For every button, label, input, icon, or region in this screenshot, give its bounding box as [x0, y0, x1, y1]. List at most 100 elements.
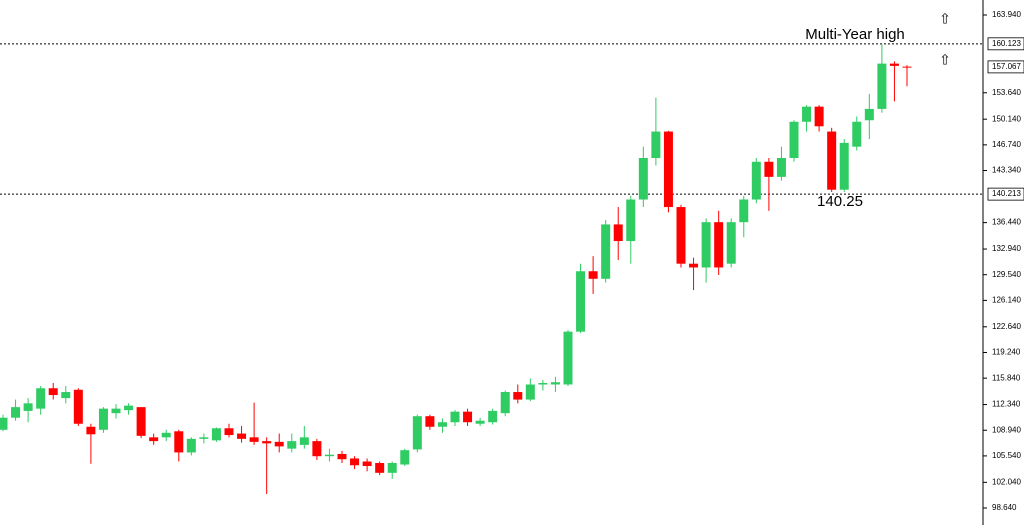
- candle-body: [538, 382, 548, 385]
- candle-body: [249, 437, 259, 442]
- candle-body: [751, 161, 761, 200]
- candle-body: [488, 410, 498, 423]
- candle-body: [663, 131, 673, 208]
- candle-body: [299, 437, 309, 445]
- candle-body: [463, 411, 473, 423]
- candle-body: [0, 417, 8, 430]
- annotation: Multi-Year high: [805, 26, 905, 43]
- candle-body: [425, 416, 435, 427]
- candle-body: [613, 224, 623, 242]
- candle-body: [412, 416, 422, 450]
- candle-body: [312, 441, 322, 457]
- level-label: 140.213: [992, 189, 1021, 198]
- candle-body: [124, 405, 134, 411]
- annotation: 140.25: [817, 193, 863, 210]
- candle-body: [73, 389, 83, 424]
- candle-body: [563, 331, 573, 385]
- candle-body: [274, 441, 284, 447]
- y-tick-label: 132.940: [992, 244, 1021, 253]
- candle-body: [337, 453, 347, 460]
- candle-body: [324, 454, 334, 457]
- y-tick-label: 126.140: [992, 295, 1021, 304]
- candle-body: [287, 441, 297, 449]
- candle-body: [262, 441, 272, 444]
- candle-body: [513, 392, 523, 400]
- candle-body: [638, 157, 648, 200]
- level-label: 160.123: [992, 39, 1021, 48]
- candle-body: [224, 428, 234, 436]
- candle-body: [739, 199, 749, 223]
- candle-body: [776, 157, 786, 177]
- candle-body: [864, 108, 874, 121]
- candle-body: [387, 463, 397, 473]
- candle-body: [450, 411, 460, 423]
- candle-body: [764, 161, 774, 177]
- candle-body: [626, 199, 636, 242]
- candle-body: [11, 407, 21, 418]
- candle-body: [23, 403, 33, 411]
- candle-body: [839, 142, 849, 190]
- candle-body: [36, 388, 46, 409]
- candle-body: [902, 66, 912, 68]
- candle-body: [362, 461, 372, 467]
- candle-body: [174, 431, 184, 453]
- y-tick-label: 146.740: [992, 140, 1021, 149]
- candle-body: [588, 271, 598, 279]
- candle-body: [61, 392, 71, 399]
- candle-body: [400, 450, 410, 465]
- candle-body: [375, 463, 385, 473]
- y-tick-label: 143.340: [992, 166, 1021, 175]
- candle-body: [889, 63, 899, 66]
- level-box: [987, 37, 1024, 51]
- candle-body: [149, 437, 159, 442]
- candle-body: [48, 388, 58, 396]
- candle-body: [576, 271, 586, 332]
- candle-body: [475, 420, 485, 424]
- candle-body: [525, 384, 535, 400]
- candle-body: [199, 437, 209, 439]
- candle-body: [726, 222, 736, 264]
- candle-body: [500, 392, 510, 414]
- y-tick-label: 102.040: [992, 477, 1021, 486]
- y-tick-label: 119.240: [992, 348, 1021, 357]
- arrow-icon: ⇧: [939, 11, 951, 27]
- candle-body: [98, 408, 108, 430]
- candle-body: [86, 426, 96, 435]
- y-tick-label: 153.640: [992, 88, 1021, 97]
- candle-body: [651, 131, 661, 158]
- candle-body: [852, 121, 862, 147]
- candle-body: [714, 222, 724, 268]
- candle-body: [814, 106, 824, 127]
- candle-body: [689, 263, 699, 268]
- y-tick-label: 122.640: [992, 322, 1021, 331]
- candle-body: [877, 63, 887, 109]
- level-box: [987, 187, 1024, 201]
- y-tick-label: 163.940: [992, 10, 1021, 19]
- candle-body: [789, 121, 799, 158]
- candle-body: [701, 222, 711, 268]
- candle-body: [350, 458, 360, 466]
- y-tick-label: 115.840: [992, 373, 1021, 382]
- level-box: [987, 60, 1024, 74]
- candle-body: [676, 207, 686, 264]
- y-tick-label: 112.340: [992, 400, 1021, 409]
- y-tick-label: 108.940: [992, 425, 1021, 434]
- candle-body: [111, 408, 121, 414]
- candle-body: [161, 432, 171, 438]
- candle-body: [550, 382, 560, 385]
- y-tick-label: 136.440: [992, 218, 1021, 227]
- candle-body: [802, 106, 812, 122]
- y-tick-label: 129.540: [992, 270, 1021, 279]
- arrow-icon: ⇧: [939, 52, 951, 68]
- candle-body: [237, 433, 247, 439]
- y-tick-label: 105.540: [992, 451, 1021, 460]
- candle-body: [437, 422, 447, 427]
- candle-body: [601, 224, 611, 279]
- candle-body: [186, 438, 196, 453]
- y-tick-label: 98.640: [992, 503, 1017, 512]
- candle-body: [827, 131, 837, 190]
- y-tick-label: 150.140: [992, 114, 1021, 123]
- candle-body: [211, 428, 221, 441]
- candle-body: [136, 407, 146, 436]
